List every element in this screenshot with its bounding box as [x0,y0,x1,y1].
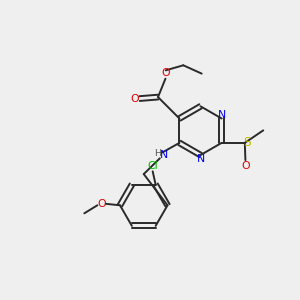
Text: O: O [241,161,250,171]
Text: S: S [243,136,251,149]
Text: O: O [97,199,106,209]
Text: O: O [161,68,170,78]
Text: O: O [130,94,139,104]
Text: Cl: Cl [147,161,158,171]
Text: N: N [160,150,168,160]
Text: N: N [196,154,205,164]
Text: N: N [218,110,226,120]
Text: H: H [154,149,161,158]
